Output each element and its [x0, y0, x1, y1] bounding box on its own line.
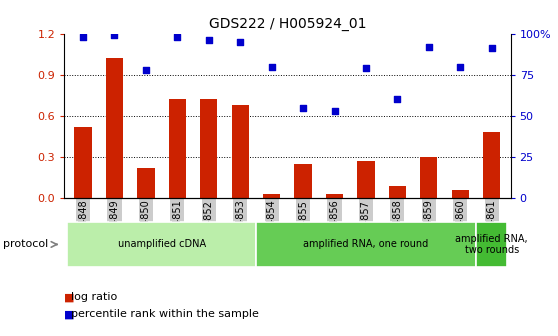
Bar [137, 168, 155, 198]
Bar [232, 105, 249, 198]
Point [267, 64, 276, 69]
Point [141, 67, 150, 73]
Point [456, 64, 465, 69]
Text: log ratio: log ratio [71, 292, 118, 302]
Text: ■: ■ [64, 309, 75, 319]
Bar [263, 194, 280, 198]
Point [204, 38, 213, 43]
Point [393, 97, 402, 102]
Text: ■: ■ [64, 292, 75, 302]
Point [235, 39, 244, 45]
Text: protocol: protocol [3, 240, 48, 249]
Bar [326, 194, 343, 198]
Point [110, 33, 119, 38]
Point [330, 108, 339, 114]
Bar [420, 157, 437, 198]
Bar [451, 190, 469, 198]
Bar [357, 161, 374, 198]
Text: unamplified cDNA: unamplified cDNA [118, 240, 206, 249]
Bar [295, 164, 312, 198]
Point [487, 46, 496, 51]
Point [79, 34, 88, 40]
Bar [200, 99, 218, 198]
Point [173, 34, 182, 40]
Bar [106, 58, 123, 198]
Point [299, 105, 307, 110]
Point [425, 44, 434, 49]
Text: percentile rank within the sample: percentile rank within the sample [71, 309, 259, 319]
Title: GDS222 / H005924_01: GDS222 / H005924_01 [209, 17, 366, 31]
Text: amplified RNA, one round: amplified RNA, one round [304, 240, 429, 249]
Bar [169, 99, 186, 198]
Bar [389, 186, 406, 198]
Text: amplified RNA,
two rounds: amplified RNA, two rounds [455, 234, 528, 255]
Bar [483, 132, 501, 198]
Point [362, 66, 371, 71]
Bar [74, 127, 92, 198]
